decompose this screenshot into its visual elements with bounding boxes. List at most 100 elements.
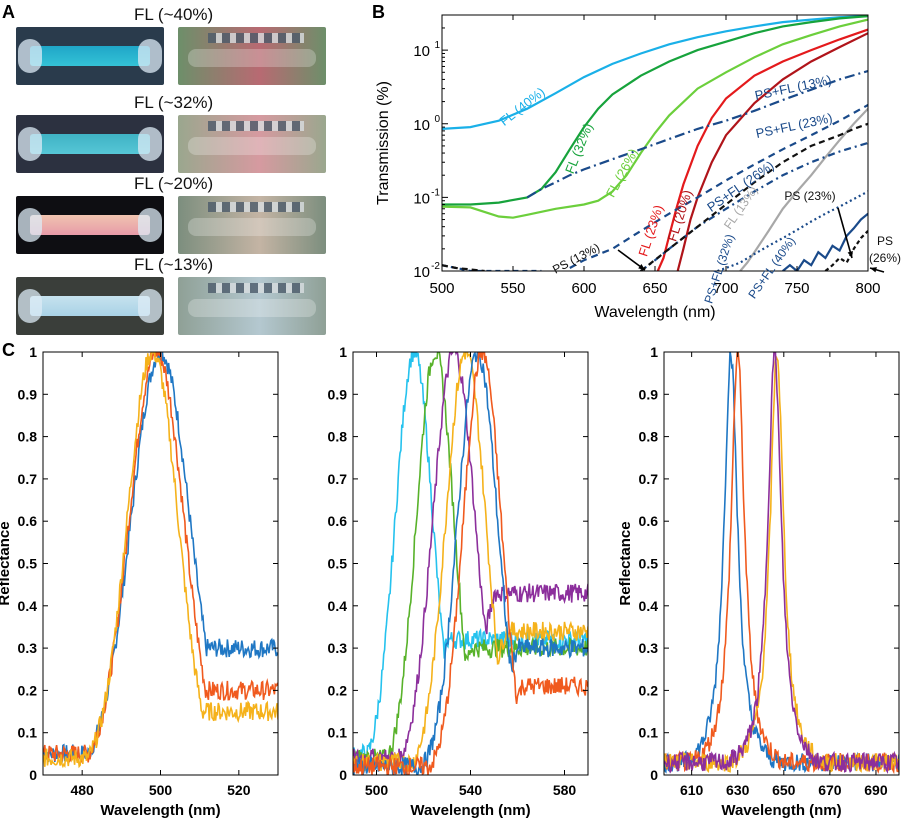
reflectance-series xyxy=(43,352,278,764)
reflectance-series xyxy=(664,356,899,774)
sample-end-left xyxy=(18,208,42,242)
y-tick-label: 0.8 xyxy=(328,429,348,445)
y-tick-label: 0.6 xyxy=(18,513,38,529)
photo-row-label: FL (~32%) xyxy=(134,93,214,112)
scene-window-band xyxy=(208,283,304,293)
x-tick-label: 540 xyxy=(459,782,483,798)
y-tick-label: 0.9 xyxy=(328,386,348,402)
series-line xyxy=(782,212,868,271)
x-tick-label: 500 xyxy=(429,280,454,297)
series-line xyxy=(526,69,868,199)
panel-c-letter: C xyxy=(2,340,15,360)
x-tick-label: 580 xyxy=(553,782,577,798)
series-line xyxy=(656,28,868,271)
series-line xyxy=(442,18,868,219)
y-tick-label: 0.7 xyxy=(328,471,348,487)
y-tick-label: 1 xyxy=(339,344,347,360)
y-tick-label: 0 xyxy=(29,767,37,783)
scene-window-band xyxy=(208,33,304,43)
x-tick-label: 630 xyxy=(726,782,750,798)
curve-label: PS (23%) xyxy=(784,189,835,203)
sample-photo xyxy=(16,277,164,335)
sample-strip xyxy=(30,296,150,316)
y-tick-label: 0.9 xyxy=(639,386,659,402)
y-tick-label: 0.3 xyxy=(328,640,348,656)
y-tick-exponent: 0 xyxy=(434,114,440,125)
x-axis-label: Wavelength (nm) xyxy=(721,802,841,819)
sample-end-right xyxy=(138,39,162,73)
scene-sample-overlay xyxy=(188,49,316,67)
plot-frame xyxy=(42,351,279,776)
photo-row-label: FL (~20%) xyxy=(134,174,214,193)
y-tick-label: 1 xyxy=(29,344,37,360)
sample-photo xyxy=(16,27,164,85)
y-tick-label: 0.4 xyxy=(328,598,348,614)
y-tick-label: 0.2 xyxy=(18,682,38,698)
y-tick-label: 10 xyxy=(413,43,430,60)
curve-label: FL (32%) xyxy=(562,121,596,176)
reflectance-series xyxy=(353,352,588,769)
reflectance-series xyxy=(43,352,278,763)
curve-label: FL (40%) xyxy=(497,84,548,128)
sample-end-right xyxy=(138,208,162,242)
plot-frame xyxy=(663,351,900,776)
series-line xyxy=(442,15,868,130)
reflectance-series xyxy=(353,352,588,775)
y-tick-label: 0 xyxy=(339,767,347,783)
y-tick-label: 0.8 xyxy=(18,429,38,445)
curve-label: PS xyxy=(877,234,893,248)
scene-photo xyxy=(178,277,326,335)
y-tick-label: 1 xyxy=(650,344,658,360)
scene-window-band xyxy=(208,202,304,212)
y-tick-label: 0.5 xyxy=(18,556,38,572)
arrow-head xyxy=(870,267,877,273)
sample-end-right xyxy=(138,127,162,161)
x-tick-label: 500 xyxy=(149,782,173,798)
y-tick-label: 0.7 xyxy=(18,471,38,487)
x-axis-label: Wavelength (nm) xyxy=(100,802,220,819)
reflectance-series xyxy=(353,352,588,764)
curve-label: FL (20%) xyxy=(664,188,695,243)
series-line xyxy=(739,107,868,271)
x-tick-label: 500 xyxy=(365,782,389,798)
arrow-head xyxy=(638,263,645,270)
sample-end-left xyxy=(18,127,42,161)
reflectance-series xyxy=(353,352,588,768)
x-tick-label: 650 xyxy=(642,280,667,297)
x-axis-label: Wavelength (nm) xyxy=(410,802,530,819)
y-tick-label: 0.1 xyxy=(18,725,38,741)
y-tick-exponent: -1 xyxy=(431,187,440,198)
x-tick-label: 800 xyxy=(855,280,880,297)
sample-photo xyxy=(16,115,164,173)
series-line xyxy=(442,264,485,271)
scene-sample-overlay xyxy=(188,218,316,236)
x-tick-label: 550 xyxy=(500,280,525,297)
y-tick-label: 0.6 xyxy=(328,513,348,529)
x-tick-label: 700 xyxy=(713,280,738,297)
y-tick-label: 0.4 xyxy=(18,598,38,614)
reflectance-series xyxy=(353,352,588,775)
scene-photo xyxy=(178,27,326,85)
sample-strip xyxy=(30,215,150,235)
scene-window-band xyxy=(208,121,304,131)
x-tick-label: 520 xyxy=(227,782,251,798)
reflectance-series xyxy=(664,352,899,775)
y-tick-exponent: 1 xyxy=(434,40,440,51)
y-tick-label: 0.5 xyxy=(328,556,348,572)
y-tick-label: 0.5 xyxy=(639,556,659,572)
scene-sample-overlay xyxy=(188,137,316,155)
y-tick-label: 0.1 xyxy=(328,725,348,741)
plot-frame xyxy=(352,351,589,776)
reflectance-series xyxy=(43,352,278,769)
scene-photo xyxy=(178,196,326,254)
y-tick-label: 10 xyxy=(413,117,430,134)
y-tick-label: 0.2 xyxy=(328,682,348,698)
panel-a-letter: A xyxy=(2,2,15,22)
scene-photo xyxy=(178,115,326,173)
y-tick-label: 0 xyxy=(650,767,658,783)
curve-label: PS+FL (23%) xyxy=(754,110,833,141)
sample-strip xyxy=(30,46,150,66)
series-line xyxy=(640,122,868,271)
panel-b-letter: B xyxy=(372,2,385,22)
